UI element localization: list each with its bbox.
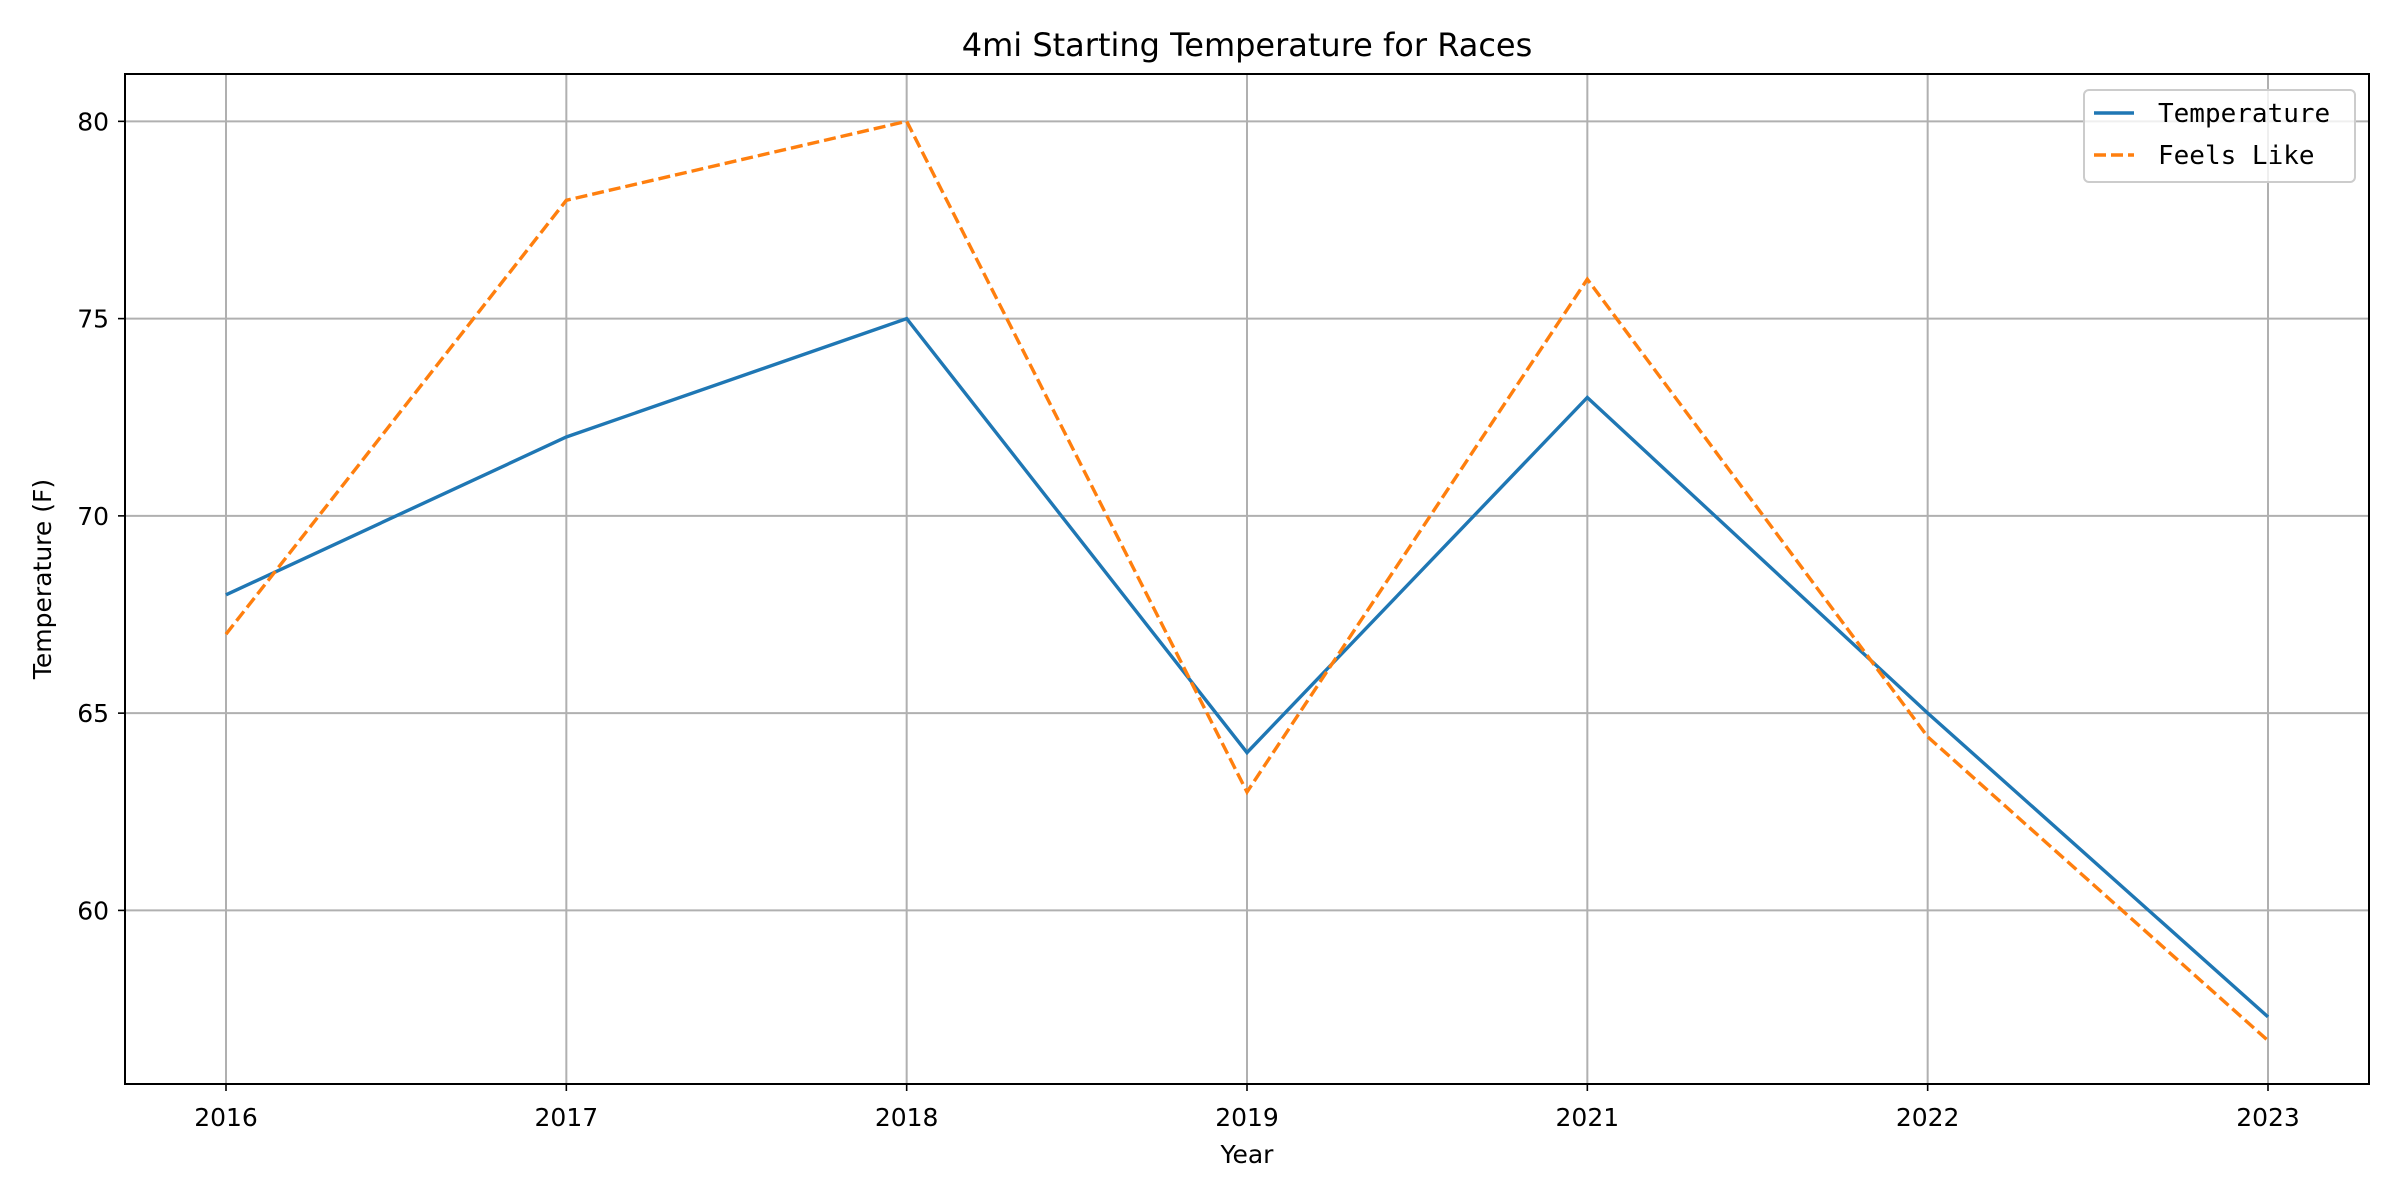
x-tick-label: 2021 [1556,1103,1620,1132]
y-tick-label: 80 [77,107,109,136]
legend-box [2083,89,2356,183]
x-tick-label: 2017 [535,1103,599,1132]
y-tick-label: 70 [77,502,109,531]
x-axis-label: Year [1220,1140,1275,1169]
y-axis-label: Temperature (F) [28,479,57,680]
ticks: 2016 2017 2018 2019 2021 2022 2023 60 65 70 75 80 [77,107,2300,1132]
x-tick-label: 2023 [2236,1103,2300,1132]
x-tick-label: 2016 [194,1103,258,1132]
series-line [225,316,2270,1019]
x-tick-label: 2022 [1896,1103,1960,1132]
series-lines [224,119,2270,1042]
legend: Temperature Feels Like [2083,89,2356,183]
legend-label: Feels Like [2158,141,2315,171]
series-line [224,119,2270,1042]
legend-label: Temperature [2158,99,2330,129]
y-tick-label: 60 [77,896,109,925]
y-tick-label: 75 [77,305,109,334]
x-tick-label: 2018 [875,1103,939,1132]
grid [125,74,2369,1084]
y-tick-label: 65 [77,699,109,728]
chart-title: 4mi Starting Temperature for Races [962,26,1533,64]
x-tick-label: 2019 [1215,1103,1279,1132]
